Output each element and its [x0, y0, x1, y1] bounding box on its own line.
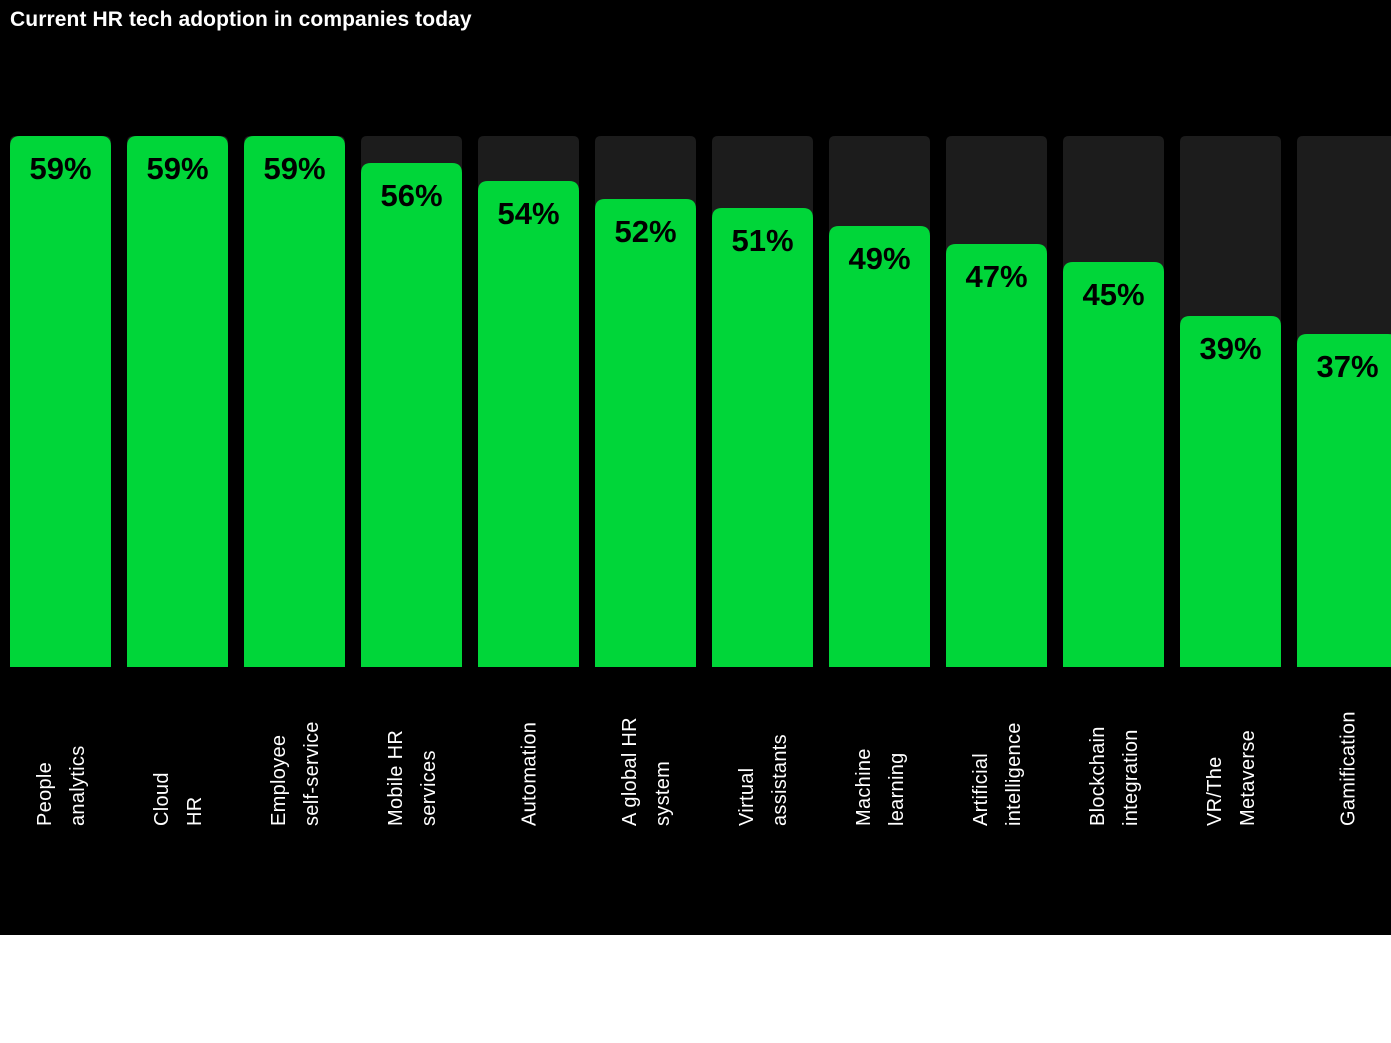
category-label-artificial-intelligence: Artificial intelligence: [970, 722, 1025, 826]
bar-mobile-hr-services: [361, 163, 462, 667]
value-label-machine-learning: 49%: [848, 241, 910, 276]
category-label-line: analytics: [67, 745, 89, 826]
value-label-people-analytics: 59%: [29, 151, 91, 186]
value-label-mobile-hr-services: 56%: [380, 178, 442, 213]
value-label-gamification: 37%: [1316, 349, 1378, 384]
bar-a-global-hr-system: [595, 199, 696, 667]
bar-vr-the-metaverse: [1180, 316, 1281, 667]
category-label-line: system: [652, 761, 674, 826]
bar-people-analytics: [10, 136, 111, 667]
category-label-line: VR/The: [1204, 756, 1226, 826]
category-label-line: integration: [1120, 729, 1142, 826]
value-label-vr-the-metaverse: 39%: [1199, 331, 1261, 366]
category-label-blockchain-integration: Blockchain integration: [1087, 726, 1142, 826]
value-label-a-global-hr-system: 52%: [614, 214, 676, 249]
bar-employee-self-service: [244, 136, 345, 667]
category-label-line: Employee: [268, 735, 290, 826]
value-label-blockchain-integration: 45%: [1082, 277, 1144, 312]
category-label-line: Metaverse: [1237, 730, 1259, 826]
category-label-line: Artificial: [970, 753, 992, 826]
category-label-cloud-hr: Cloud HR: [151, 772, 206, 826]
category-label-mobile-hr-services: Mobile HR services: [385, 730, 440, 826]
category-label-line: Gamification: [1338, 711, 1360, 826]
value-label-virtual-assistants: 51%: [731, 223, 793, 258]
category-label-line: Blockchain: [1087, 726, 1109, 826]
category-label-virtual-assistants: Virtual assistants: [736, 734, 791, 826]
bar-virtual-assistants: [712, 208, 813, 667]
blank-footer: [0, 935, 1391, 1043]
category-label-vr-the-metaverse: VR/The Metaverse: [1204, 730, 1259, 826]
category-label-automation: Automation: [519, 722, 541, 826]
bar-chart: 59% People analytics 59% Cloud HR 59% Employee s…: [10, 136, 1391, 826]
category-label-employee-self-service: Employee self-service: [268, 721, 323, 826]
category-label-line: intelligence: [1003, 722, 1025, 826]
category-label-machine-learning: Machine learning: [853, 748, 908, 826]
category-label-a-global-hr-system: A global HR system: [619, 717, 674, 826]
chart-panel: Current HR tech adoption in companies to…: [0, 0, 1391, 935]
category-label-gamification: Gamification: [1338, 711, 1360, 826]
category-label-line: People: [34, 762, 56, 826]
category-label-line: Virtual: [736, 768, 758, 826]
value-label-cloud-hr: 59%: [146, 151, 208, 186]
bar-artificial-intelligence: [946, 244, 1047, 667]
bar-automation: [478, 181, 579, 667]
category-label-line: A global HR: [619, 717, 641, 826]
bar-machine-learning: [829, 226, 930, 667]
category-label-line: Mobile HR: [385, 730, 407, 826]
category-label-line: self-service: [301, 721, 323, 826]
category-label-line: learning: [886, 752, 908, 826]
value-label-artificial-intelligence: 47%: [965, 259, 1027, 294]
category-label-line: assistants: [769, 734, 791, 826]
category-label-line: Machine: [853, 748, 875, 826]
category-label-people-analytics: People analytics: [34, 745, 89, 826]
category-label-line: Cloud: [151, 772, 173, 826]
chart-title: Current HR tech adoption in companies to…: [10, 8, 472, 31]
bar-gamification: [1297, 334, 1391, 667]
bar-blockchain-integration: [1063, 262, 1164, 667]
category-label-line: services: [418, 750, 440, 826]
value-label-automation: 54%: [497, 196, 559, 231]
value-label-employee-self-service: 59%: [263, 151, 325, 186]
category-label-line: Automation: [519, 722, 541, 826]
category-label-line: HR: [184, 797, 206, 827]
bar-cloud-hr: [127, 136, 228, 667]
